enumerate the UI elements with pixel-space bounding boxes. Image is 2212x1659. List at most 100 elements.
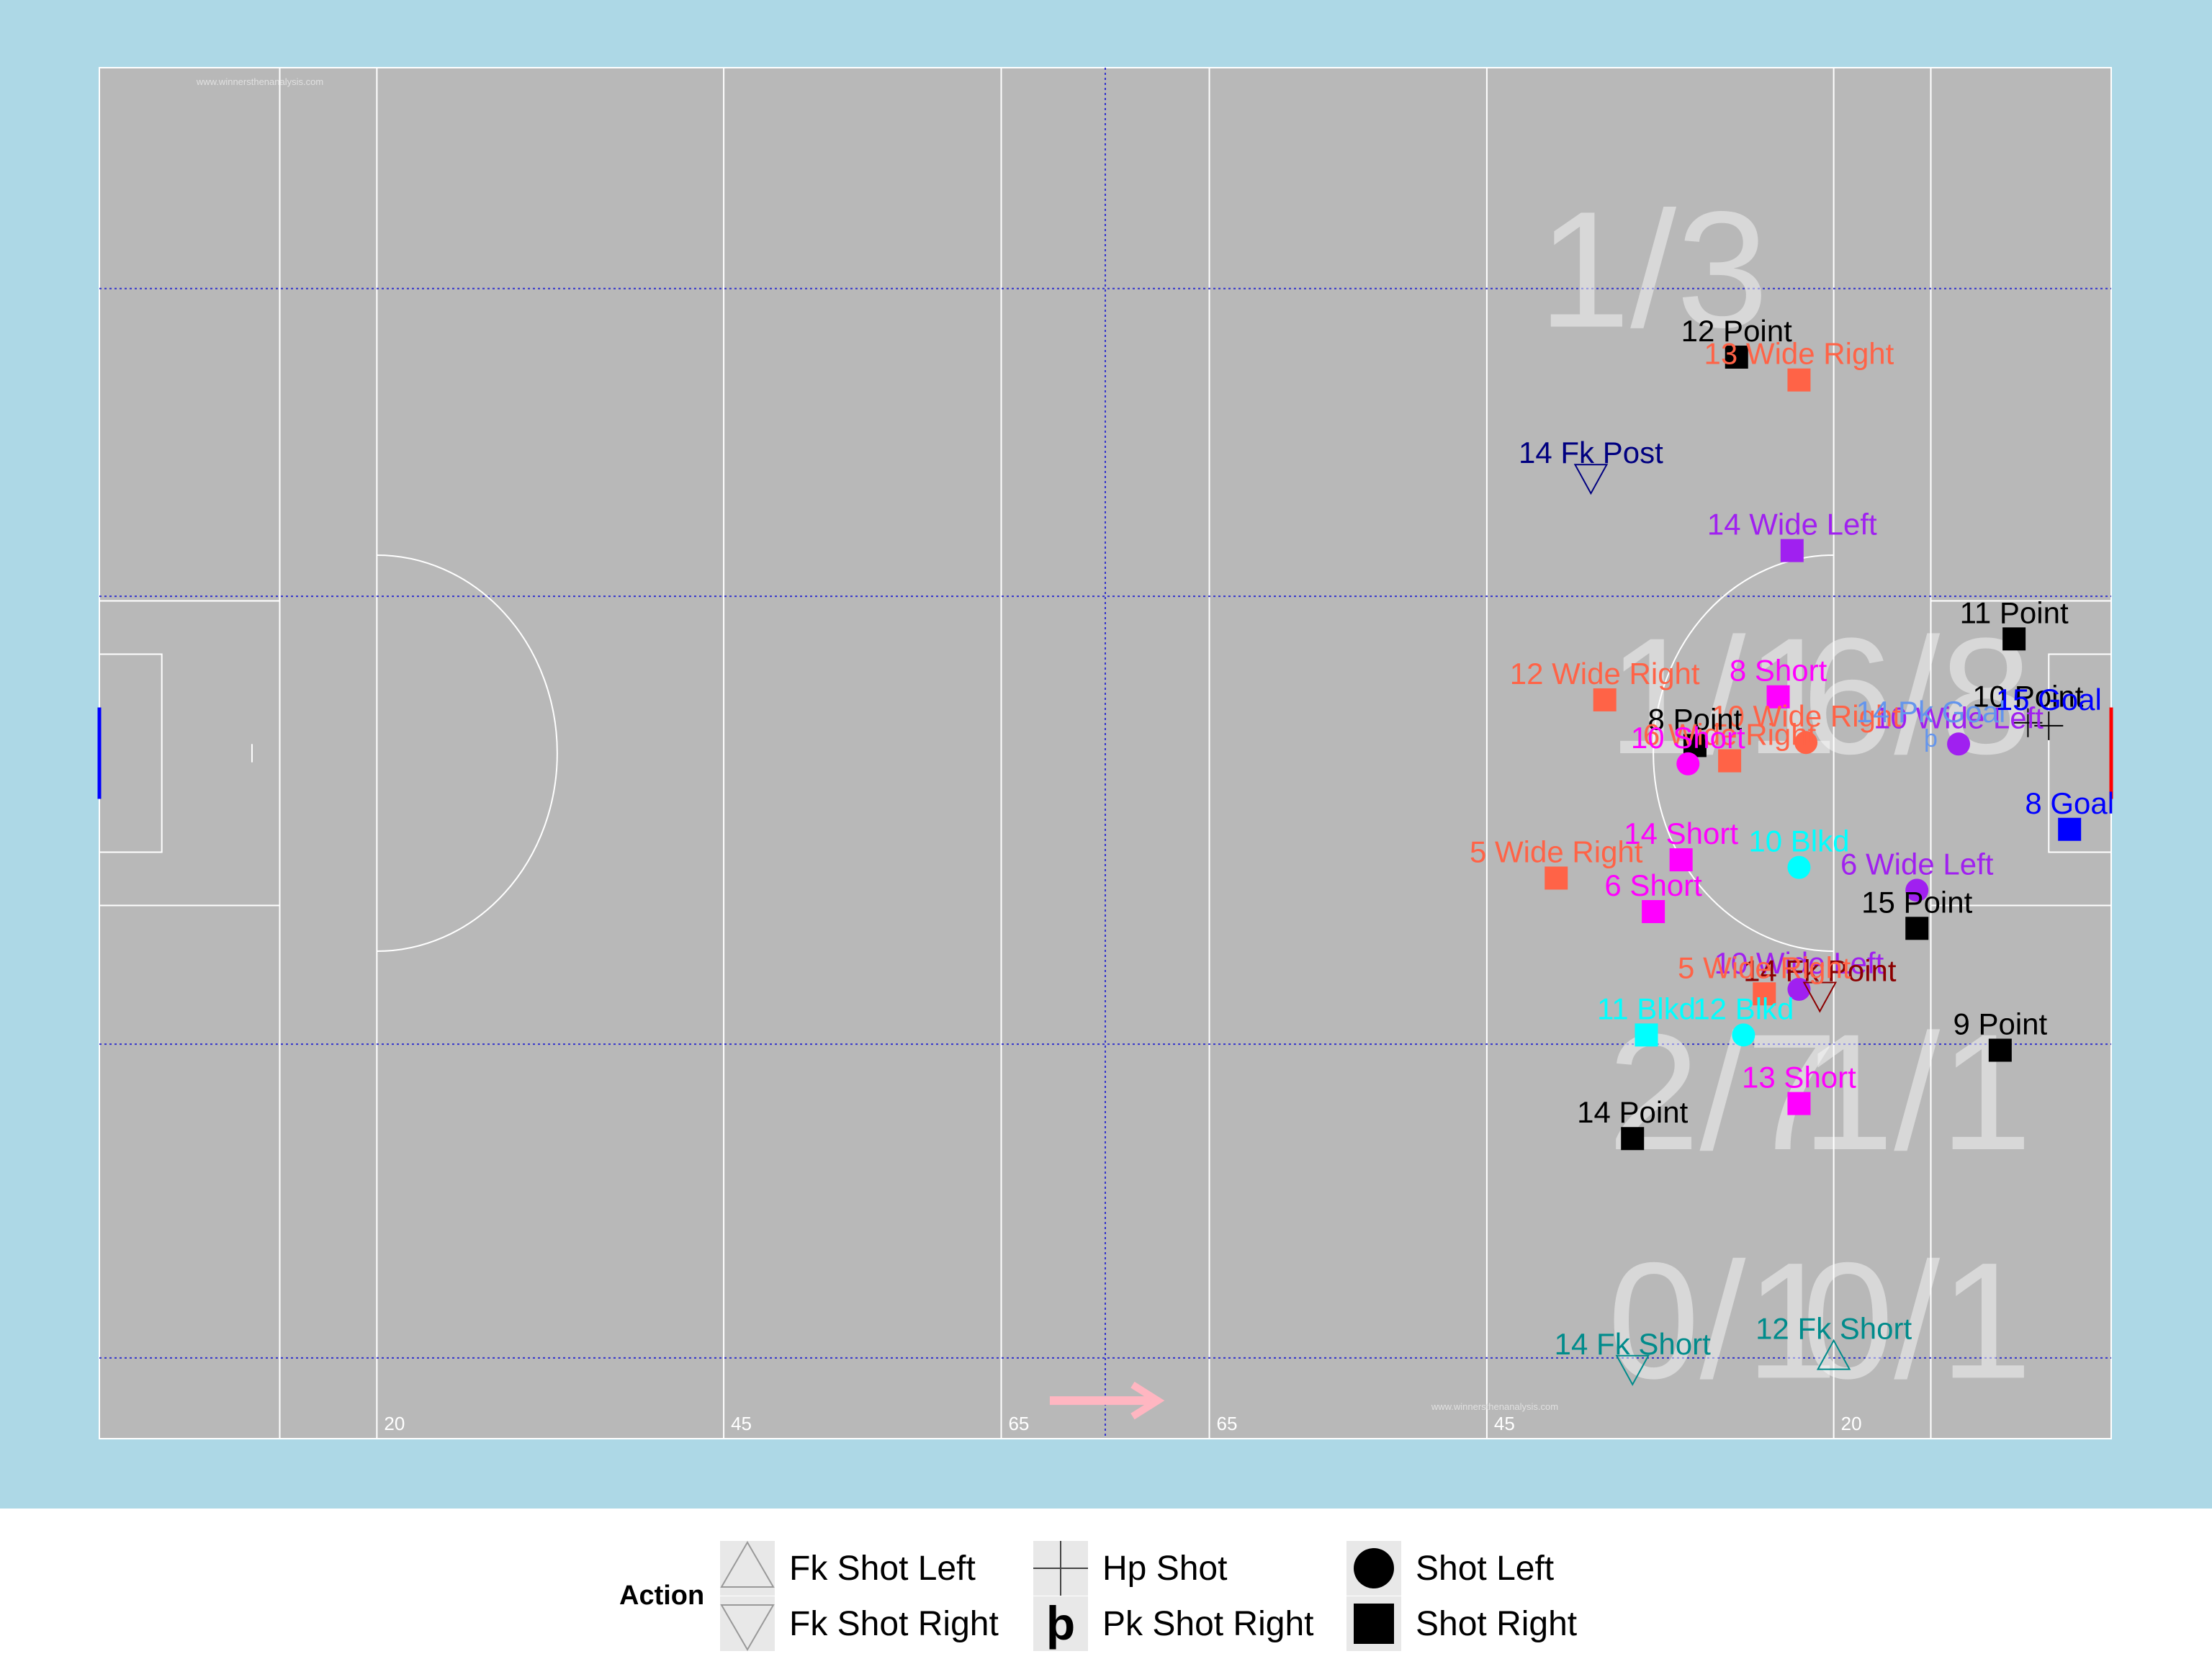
shot-label: 12 Blkd bbox=[1693, 992, 1794, 1025]
yard-label: 65 bbox=[1217, 1413, 1238, 1434]
shot-mark bbox=[1725, 345, 1748, 369]
shot-mark bbox=[1794, 731, 1818, 755]
zone-stat: 1/3 bbox=[1538, 177, 1768, 362]
shot-label: 8 Point bbox=[1648, 702, 1743, 736]
shot-mark bbox=[1787, 855, 1811, 879]
shot-mark bbox=[1816, 1339, 1851, 1370]
shot-mark bbox=[1905, 878, 1929, 902]
shot-label: 14 Pk Goal bbox=[1856, 695, 2006, 729]
shot-mark bbox=[1732, 1023, 1755, 1047]
shot-mark bbox=[1787, 1092, 1811, 1115]
shot-label: 13 Wide Right bbox=[1704, 337, 1894, 371]
shot-label: 9 Point bbox=[1953, 1007, 2047, 1041]
legend-label: Fk Shot Left bbox=[789, 1550, 976, 1588]
shot-marks: þ bbox=[1545, 345, 2082, 1386]
watermark: www.winnersthenanalysis.com bbox=[196, 76, 323, 87]
shot-label: 14 Short bbox=[1624, 817, 1738, 850]
legend: Action Fk Shot Left Fk Shot Right Hp Shot þ P… bbox=[619, 1541, 1577, 1651]
legend-label: Pk Shot Right bbox=[1102, 1605, 1313, 1643]
shot-label: 10 Wide Left bbox=[1714, 946, 1884, 980]
legend-key bbox=[1033, 1596, 1088, 1651]
shot-mark bbox=[1766, 685, 1790, 709]
arc-right bbox=[1653, 554, 1834, 953]
shot-mark bbox=[1545, 866, 1568, 890]
shot-label: 14 Point bbox=[1577, 1095, 1688, 1129]
shot-label: 5 Wide Right bbox=[1470, 835, 1643, 868]
shot-mark: þ bbox=[1924, 725, 1938, 752]
shot-mark bbox=[1642, 900, 1665, 924]
arc-left bbox=[377, 554, 558, 953]
shot-label: 10 Blkd bbox=[1748, 824, 1849, 858]
shot-mark bbox=[1718, 749, 1742, 773]
shot-label: 14 Fk Post bbox=[1519, 436, 1663, 469]
yard-label: 45 bbox=[731, 1413, 752, 1434]
shot-label: 14 Wide Left bbox=[1707, 508, 1877, 541]
shot-label: 12 Wide Right bbox=[1510, 657, 1700, 691]
shot-label: 8 Goal bbox=[2025, 786, 2114, 820]
direction-arrow-head bbox=[1130, 1381, 1165, 1420]
zone-stat: 1/1 bbox=[1802, 999, 2032, 1184]
shot-mark bbox=[2013, 708, 2043, 737]
shot-label: 14 Fk Short bbox=[1555, 1327, 1711, 1361]
shot-label: 11 Blkd bbox=[1597, 992, 1696, 1025]
shot-mark bbox=[1802, 981, 1838, 1013]
legend-label: Fk Shot Right bbox=[789, 1605, 999, 1643]
shot-label: 15 Point bbox=[1861, 885, 1972, 919]
legend-title: Action bbox=[619, 1581, 704, 1611]
legend-label: Hp Shot bbox=[1102, 1550, 1227, 1588]
shot-label: 14 Fk Point bbox=[1743, 953, 1897, 987]
legend-symbol bbox=[1354, 1548, 1394, 1588]
shot-mark bbox=[1780, 539, 1804, 562]
legend-label: Shot Left bbox=[1416, 1550, 1554, 1588]
shot-label: 11 Point bbox=[1960, 595, 2069, 629]
legend-background bbox=[0, 1509, 2212, 1659]
legend-symbol bbox=[1033, 1541, 1088, 1596]
zone-stat: 0/1 bbox=[1802, 1228, 2032, 1413]
zone-stat: 6/8 bbox=[1802, 603, 2032, 788]
shot-label: 12 Point bbox=[1681, 314, 1792, 348]
shot-mark bbox=[1573, 464, 1609, 495]
pitch-lines: 20 45 65 65 45 20 www.winnersthenanalysis.com w… bbox=[97, 68, 2113, 1439]
small-rectangle-left bbox=[99, 653, 163, 853]
legend-symbol bbox=[720, 1604, 775, 1651]
shot-mark bbox=[1787, 368, 1811, 392]
legend-symbol bbox=[1354, 1604, 1394, 1644]
large-rectangle-right bbox=[1930, 600, 2111, 907]
yard-label: 45 bbox=[1494, 1413, 1515, 1434]
shot-label: 8 Short bbox=[1730, 654, 1827, 688]
zone-stat: 0/1 bbox=[1608, 1228, 1838, 1413]
shot-mark bbox=[1947, 732, 1971, 756]
shot-mark bbox=[1621, 1127, 1645, 1151]
yard-label: 20 bbox=[1841, 1413, 1862, 1434]
large-rectangle-left bbox=[99, 600, 281, 907]
shot-mark bbox=[1615, 1354, 1650, 1386]
shot-mark bbox=[1905, 917, 1929, 940]
yard-label: 20 bbox=[384, 1413, 405, 1434]
watermark: www.winnersthenanalysis.com bbox=[1431, 1401, 1558, 1412]
shot-mark bbox=[1593, 688, 1617, 711]
shot-label: 5 Wide Right bbox=[1678, 950, 1851, 984]
shot-mark bbox=[1988, 1038, 2012, 1062]
shot-mark bbox=[2002, 627, 2026, 651]
shot-mark bbox=[1635, 1023, 1658, 1047]
shot-mark bbox=[1669, 848, 1693, 872]
shot-label: 10 Point bbox=[1972, 680, 2083, 714]
small-rectangle-right bbox=[2048, 653, 2111, 853]
shot-label: 10 Short bbox=[1631, 721, 1745, 755]
shot-label: 15 Goal bbox=[1996, 683, 2102, 716]
shot-mark bbox=[2034, 711, 2064, 740]
shot-label: 6 Wide Left bbox=[1840, 847, 1994, 881]
shot-label: 13 Short bbox=[1742, 1061, 1856, 1094]
legend-symbol bbox=[720, 1541, 775, 1588]
legend-symbol: þ bbox=[1046, 1596, 1075, 1650]
shot-label: 12 Fk Short bbox=[1755, 1312, 1912, 1346]
shot-label: 10 Wide Right bbox=[1711, 699, 1901, 733]
yard-label: 65 bbox=[1008, 1413, 1029, 1434]
shot-label: 6 Short bbox=[1604, 868, 1702, 902]
shot-mark bbox=[1753, 982, 1776, 1006]
legend-label: Shot Right bbox=[1416, 1605, 1577, 1643]
shot-mark bbox=[2058, 817, 2082, 841]
shot-mark bbox=[1676, 752, 1700, 775]
